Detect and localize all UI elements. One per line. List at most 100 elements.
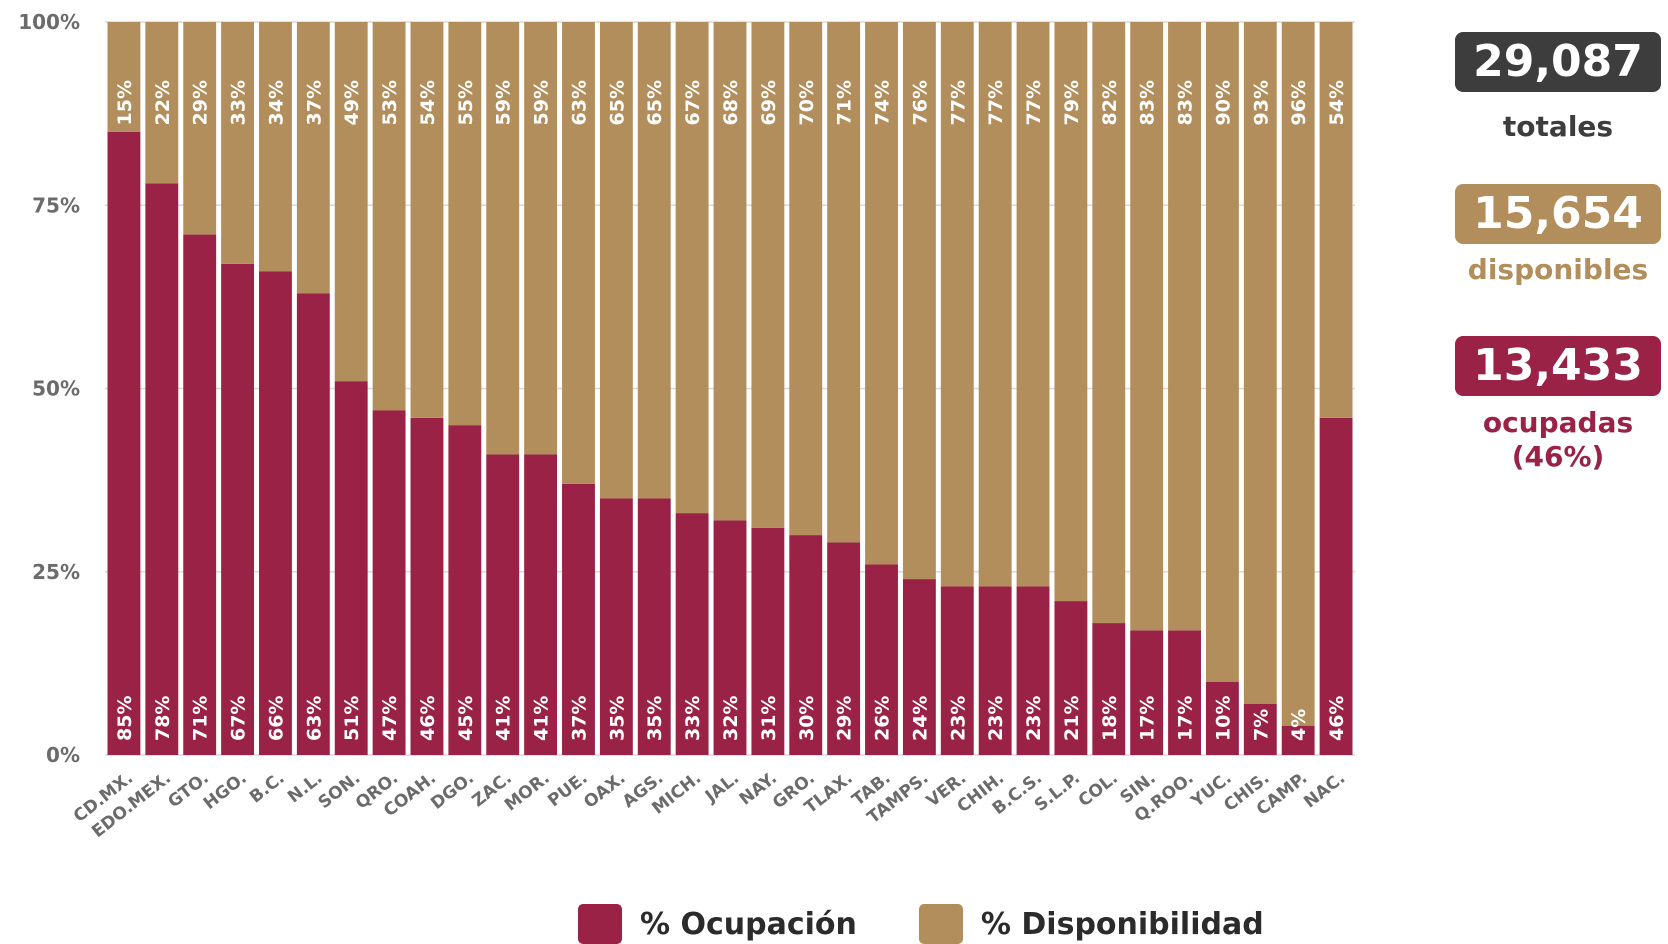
bar-availability-4 bbox=[259, 22, 292, 272]
data-label-occupation-21: 24% bbox=[909, 696, 931, 741]
data-label-occupation-3: 67% bbox=[228, 696, 250, 741]
data-label-availability-15: 67% bbox=[682, 80, 704, 125]
occupied-percentage: (46%) bbox=[1511, 440, 1605, 473]
data-label-availability-9: 55% bbox=[455, 80, 477, 125]
bar-availability-29 bbox=[1205, 22, 1239, 682]
data-label-availability-8: 54% bbox=[417, 80, 439, 125]
available-count-label: disponibles bbox=[1467, 253, 1649, 286]
bar-occupation-5 bbox=[296, 293, 330, 755]
data-label-occupation-2: 71% bbox=[190, 696, 212, 741]
bar-availability-10 bbox=[486, 22, 520, 455]
data-label-availability-4: 34% bbox=[265, 80, 287, 125]
bar-availability-28 bbox=[1168, 22, 1201, 631]
data-label-occupation-18: 30% bbox=[796, 696, 818, 741]
bar-availability-22 bbox=[940, 22, 974, 587]
bar-occupation-28 bbox=[1168, 630, 1201, 755]
x-tick-label-4: B.C. bbox=[246, 768, 289, 807]
occupied-label-text: ocupadas bbox=[1482, 406, 1634, 439]
data-label-occupation-17: 31% bbox=[758, 696, 780, 741]
bar-availability-3 bbox=[221, 22, 255, 264]
bar-availability-2 bbox=[183, 22, 217, 235]
bar-occupation-20 bbox=[865, 564, 898, 755]
x-tick-label-9: DGO. bbox=[427, 768, 478, 814]
bar-availability-27 bbox=[1130, 22, 1164, 631]
data-label-availability-27: 83% bbox=[1137, 80, 1159, 125]
data-label-occupation-7: 47% bbox=[379, 696, 401, 741]
y-tick-label-50: 50% bbox=[32, 377, 80, 401]
data-label-occupation-0: 85% bbox=[114, 696, 136, 741]
legend-swatch-availability bbox=[918, 904, 963, 944]
data-label-occupation-11: 41% bbox=[531, 696, 553, 741]
occupied-count-badge: 13,433 bbox=[1455, 336, 1661, 396]
bar-occupation-16 bbox=[713, 520, 747, 755]
occupied-count-label: ocupadas (46%) bbox=[1440, 406, 1668, 474]
x-tick-label-3: HGO. bbox=[200, 768, 251, 814]
data-label-occupation-25: 21% bbox=[1061, 696, 1083, 741]
bar-availability-6 bbox=[334, 22, 368, 382]
bar-occupation-6 bbox=[334, 381, 368, 755]
data-label-availability-22: 77% bbox=[947, 80, 969, 125]
bar-availability-5 bbox=[296, 22, 330, 294]
data-label-occupation-13: 35% bbox=[606, 696, 628, 741]
data-label-availability-32: 54% bbox=[1326, 80, 1348, 125]
data-label-availability-2: 29% bbox=[190, 80, 212, 125]
data-label-occupation-22: 23% bbox=[947, 696, 969, 741]
bar-occupation-3 bbox=[221, 263, 255, 755]
bar-availability-7 bbox=[372, 22, 406, 411]
bar-occupation-9 bbox=[448, 425, 482, 755]
data-label-occupation-4: 66% bbox=[265, 696, 287, 741]
data-label-availability-7: 53% bbox=[379, 80, 401, 125]
bar-availability-14 bbox=[637, 22, 671, 499]
data-label-availability-12: 63% bbox=[568, 80, 590, 125]
data-label-availability-25: 79% bbox=[1061, 80, 1083, 125]
bar-occupation-13 bbox=[599, 498, 633, 755]
bar-availability-9 bbox=[448, 22, 482, 426]
x-tick-label-32: NAC. bbox=[1300, 768, 1349, 812]
chart-legend: % Ocupación % Disponibilidad bbox=[578, 904, 1326, 944]
y-tick-label-100: 100% bbox=[18, 10, 80, 34]
data-label-occupation-12: 37% bbox=[568, 696, 590, 741]
bar-occupation-26 bbox=[1092, 623, 1126, 755]
data-label-availability-19: 71% bbox=[834, 80, 856, 125]
data-label-occupation-8: 46% bbox=[417, 696, 439, 741]
bar-availability-32 bbox=[1319, 22, 1353, 418]
bar-availability-23 bbox=[978, 22, 1012, 587]
data-label-availability-26: 82% bbox=[1099, 80, 1121, 125]
data-label-occupation-27: 17% bbox=[1137, 696, 1159, 741]
bar-occupation-30 bbox=[1243, 703, 1277, 755]
total-count-badge: 29,087 bbox=[1455, 32, 1661, 92]
data-label-occupation-29: 10% bbox=[1212, 696, 1234, 741]
data-label-availability-28: 83% bbox=[1175, 80, 1197, 125]
x-tick-label-12: PUE. bbox=[544, 768, 591, 811]
data-label-occupation-5: 63% bbox=[303, 696, 325, 741]
data-label-availability-13: 65% bbox=[606, 80, 628, 125]
bar-availability-24 bbox=[1016, 22, 1050, 587]
legend-label-occupation: % Ocupación bbox=[640, 906, 857, 942]
bar-availability-21 bbox=[902, 22, 936, 580]
bar-availability-26 bbox=[1092, 22, 1126, 624]
bar-availability-31 bbox=[1281, 22, 1315, 726]
data-label-availability-20: 74% bbox=[872, 80, 894, 125]
bar-availability-30 bbox=[1243, 22, 1277, 704]
data-label-occupation-16: 32% bbox=[720, 696, 742, 741]
data-label-occupation-30: 7% bbox=[1250, 709, 1272, 741]
bar-availability-13 bbox=[599, 22, 633, 499]
data-label-occupation-15: 33% bbox=[682, 696, 704, 741]
x-tick-label-16: JAL. bbox=[701, 768, 743, 807]
data-label-occupation-23: 23% bbox=[985, 696, 1007, 741]
data-label-availability-6: 49% bbox=[341, 80, 363, 125]
y-tick-label-25: 25% bbox=[32, 560, 80, 584]
bar-availability-15 bbox=[675, 22, 709, 514]
bar-occupation-2 bbox=[183, 234, 217, 755]
bar-occupation-15 bbox=[675, 513, 709, 755]
data-label-availability-24: 77% bbox=[1023, 80, 1045, 125]
data-label-occupation-6: 51% bbox=[341, 696, 363, 741]
x-tick-label-13: OAX. bbox=[580, 768, 629, 813]
data-label-occupation-19: 29% bbox=[834, 696, 856, 741]
data-label-availability-16: 68% bbox=[720, 80, 742, 125]
data-label-availability-0: 15% bbox=[114, 80, 136, 125]
bar-occupation-0 bbox=[107, 131, 141, 755]
bar-occupation-7 bbox=[372, 410, 406, 755]
bar-occupation-14 bbox=[637, 498, 671, 755]
bar-availability-11 bbox=[524, 22, 558, 455]
